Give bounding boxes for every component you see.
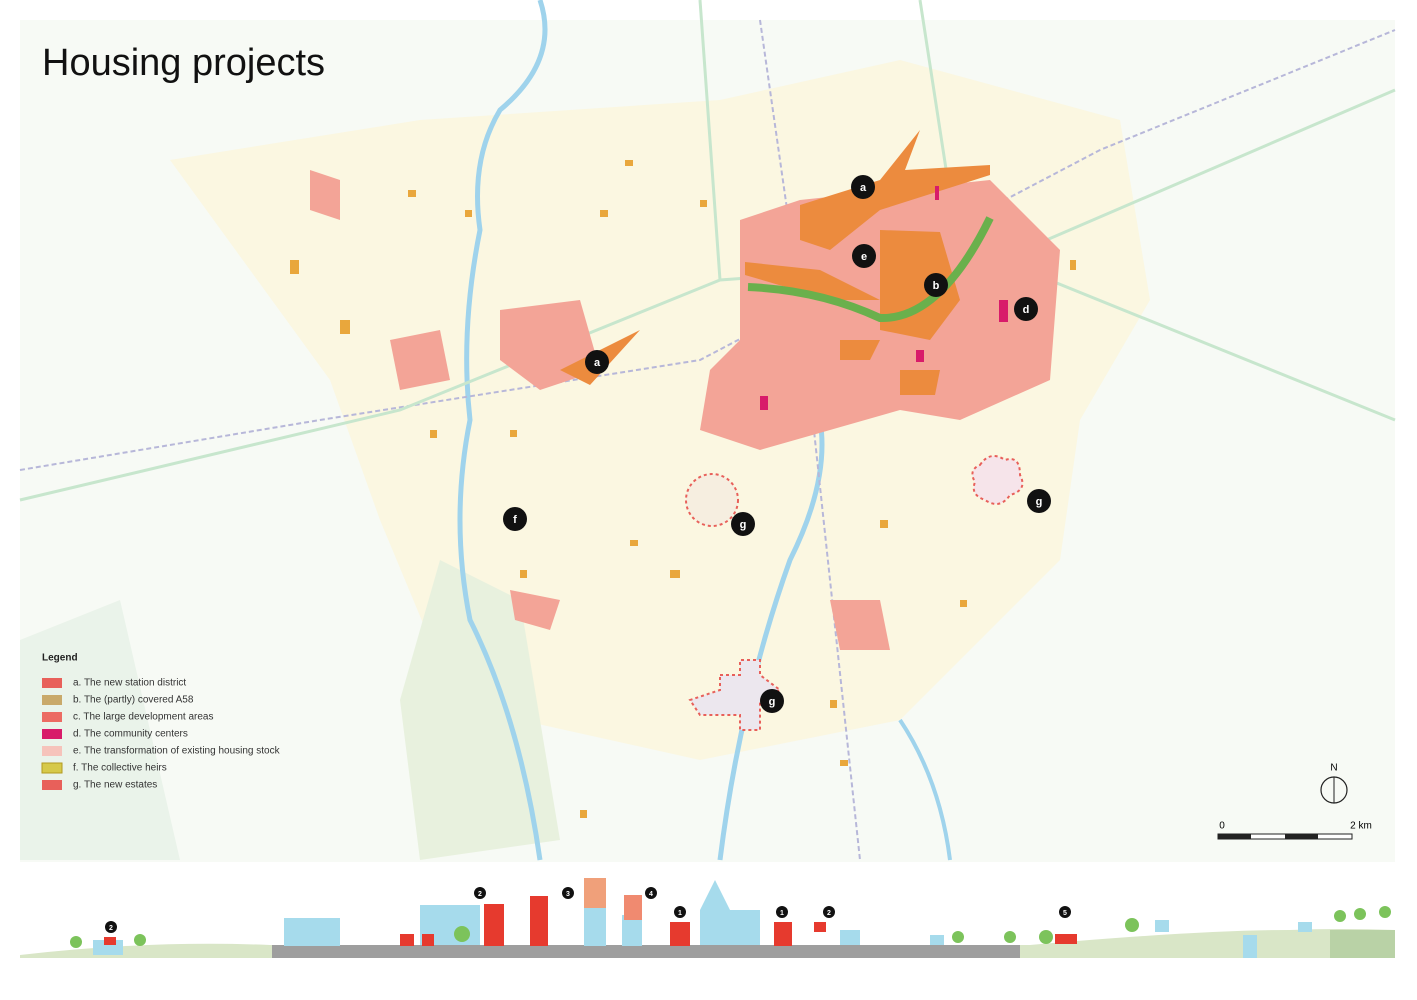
- marker-label: f: [513, 514, 517, 526]
- section-marker-dot: [645, 887, 657, 899]
- map: a e b d a f g g g: [19, 0, 1396, 862]
- section-marker-label: 2: [827, 910, 831, 917]
- marker-dot: [585, 350, 609, 374]
- cross-section: 2 2 3 4 1 1 2 5: [20, 878, 1395, 958]
- legend-label: g. The new estates: [73, 780, 157, 791]
- marker-label: a: [594, 357, 601, 369]
- legend-label: a. The new station district: [73, 678, 186, 689]
- scale-start: 0: [1219, 821, 1225, 832]
- section-marker-label: 1: [780, 910, 784, 917]
- urban-area: [390, 330, 450, 390]
- section-marker-label: 3: [566, 891, 570, 898]
- section-marker-label: 1: [678, 910, 682, 917]
- marker-dot: [731, 512, 755, 536]
- marker-dot: [852, 244, 876, 268]
- section-marker-dot: [674, 906, 686, 918]
- scale-bar: 0 2 km: [1217, 821, 1372, 840]
- legend-label: d. The community centers: [73, 729, 188, 740]
- urban-area: [310, 170, 890, 650]
- legend-label: c. The large development areas: [73, 712, 213, 723]
- new-estate: [688, 659, 782, 731]
- legend-swatch: [42, 780, 62, 790]
- section-markers: 2 2 3 4 1 1 2 5: [105, 887, 1071, 933]
- community-center: [935, 186, 939, 200]
- marker-label: g: [740, 519, 747, 531]
- scale-segment: [1285, 834, 1318, 839]
- community-center: [760, 396, 768, 410]
- new-estate: [685, 473, 739, 527]
- river: [717, 419, 825, 861]
- north-label: N: [1330, 763, 1337, 774]
- section-road: [272, 945, 1020, 958]
- marker-label: b: [933, 280, 940, 292]
- scale-end: 2 km: [1350, 821, 1372, 832]
- legend-label: f. The collective heirs: [73, 763, 167, 774]
- section-marker-label: 2: [478, 891, 482, 898]
- marker-label: g: [769, 696, 776, 708]
- section-projects: [104, 896, 1077, 946]
- marker-dot: [760, 689, 784, 713]
- section-tower: [584, 878, 606, 908]
- legend-label: e. The transformation of existing housin…: [73, 746, 281, 757]
- section-marker-dot: [474, 887, 486, 899]
- new-estate: [971, 455, 1024, 505]
- river: [898, 718, 952, 861]
- forest: [400, 560, 560, 860]
- legend-swatch: [41, 762, 63, 774]
- railway: [19, 29, 1396, 471]
- marker-label: d: [1023, 304, 1030, 316]
- marker-dot: [924, 273, 948, 297]
- marker-dot: [503, 507, 527, 531]
- marker-dot: [1014, 297, 1038, 321]
- section-marker-dot: [1059, 906, 1071, 918]
- collective-heirs: [290, 160, 1076, 818]
- community-center: [916, 350, 924, 362]
- section-buildings: [93, 880, 1312, 958]
- section-trees: [70, 906, 1391, 948]
- section-marker-label: 2: [109, 925, 113, 932]
- legend-swatch: [42, 695, 62, 705]
- roads: [19, 0, 1396, 502]
- legend-label: b. The (partly) covered A58: [73, 695, 194, 706]
- section-marker-label: 4: [649, 891, 653, 898]
- section-marker-dot: [105, 921, 117, 933]
- legend-swatch: [42, 746, 62, 756]
- section-marker-dot: [823, 906, 835, 918]
- section-tower: [624, 895, 642, 920]
- legend-swatch: [42, 729, 62, 739]
- section-marker-dot: [776, 906, 788, 918]
- north-arrow: N: [1320, 763, 1348, 804]
- title: Housing projects: [42, 42, 325, 84]
- community-center: [999, 300, 1008, 322]
- marker-dot: [851, 175, 875, 199]
- marker-label: g: [1036, 496, 1043, 508]
- marker-label: e: [861, 251, 867, 263]
- station-district: [560, 130, 990, 395]
- legend-swatch: [42, 678, 62, 688]
- river: [457, 0, 548, 861]
- legend: a. The new station district b. The (partl…: [41, 678, 281, 791]
- section-marker-dot: [562, 887, 574, 899]
- marker-dot: [1027, 489, 1051, 513]
- section-marker-label: 5: [1063, 910, 1067, 917]
- covered-a58: [747, 216, 994, 323]
- forest: [20, 600, 180, 860]
- legend-title: Legend: [42, 653, 78, 664]
- marker-label: a: [860, 182, 867, 194]
- legend-swatch: [42, 712, 62, 722]
- map-markers: a e b d a f g g g: [503, 175, 1051, 713]
- scale-segment: [1218, 834, 1251, 839]
- section-field: [1330, 930, 1395, 958]
